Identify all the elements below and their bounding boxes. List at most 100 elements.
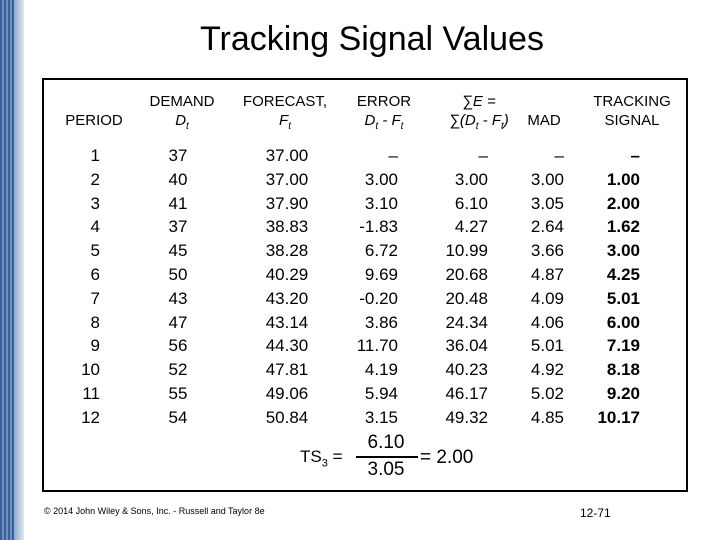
header-demand-label: DEMAND [149,93,215,110]
cell-period: 7 [90,288,100,308]
header-error-symbol: D [364,112,376,129]
cell-mad: 5.02 [530,383,564,403]
formula-result: = 2.00 [420,447,474,468]
cell-demand: 43 [168,288,188,308]
cell-error: 3.00 [364,169,398,189]
header-tracking-signal: TRACKING SIGNAL [574,92,690,130]
cell-forecast: 43.14 [265,312,309,332]
header-error-minus: - F [378,112,401,129]
cell-period: 8 [90,312,100,332]
column-period: 1 2 3 4 5 6 7 8 9 10 11 12 [64,144,100,430]
cell-cum-error: 49.32 [445,407,488,427]
header-error-label: ERROR [356,93,412,110]
cell-cum-error: 46.17 [445,383,488,403]
cell-demand: 56 [168,336,188,356]
cell-demand: 47 [168,312,188,332]
cell-cum-error: 24.34 [445,312,488,332]
tracking-signal-table: PERIOD DEMAND Dt FORECAST, Ft ERROR Dt -… [42,78,688,492]
cell-cum-error: 36.04 [445,336,488,356]
cell-mad: 4.06 [530,312,564,332]
cell-forecast: 37.90 [265,193,309,213]
formula-subscript: 3 [321,457,328,470]
cell-cum-error: 6.10 [454,193,488,213]
column-forecast: 37.00 37.00 37.90 38.83 38.28 40.29 43.20 43.14… [252,144,322,430]
header-forecast: FORECAST, Ft [230,92,340,136]
cell-forecast: 44.30 [265,336,309,356]
column-cumulative-error: – 3.00 6.10 4.27 10.99 20.68 20.48 24.34 36.04 40… [420,144,488,430]
tracking-signal-formula: TS3 = 6.10 3.05 = 2.00 [294,432,494,482]
cell-cum-error: 20.48 [445,288,488,308]
header-error: ERROR Dt - Ft [334,92,434,136]
cell-period: 12 [81,407,100,427]
header-demand-subscript: t [186,121,189,132]
cell-mad: 2.64 [530,217,564,237]
cell-error: -1.83 [359,217,398,237]
cell-period: 3 [90,193,100,213]
header-forecast-symbol: F [279,112,289,129]
cell-mad: – [554,146,564,165]
header-cum-subscript-2: t [501,121,504,132]
cell-cum-error: 3.00 [454,169,488,189]
header-error-subscript-1: t [375,121,379,132]
cell-mad: 4.85 [530,407,564,427]
header-cumulative-error: ∑E = ∑(Dt - Ft) [424,92,534,136]
cell-mad: 3.66 [530,241,564,261]
header-forecast-label: FORECAST, [242,93,328,110]
cell-mad: 4.09 [530,288,564,308]
cell-error: 6.72 [364,241,398,261]
header-period-label: PERIOD [65,112,123,129]
page-number: 12-71 [580,506,611,520]
cell-forecast: 47.81 [265,360,309,380]
formula-ts: TS [300,447,322,466]
cell-error: 3.86 [364,312,398,332]
cell-demand: 54 [168,407,188,427]
cell-mad: 5.01 [530,336,564,356]
cell-mad: 3.00 [530,169,564,189]
cell-forecast: 38.83 [265,217,309,237]
header-error-subscript-2: t [400,121,404,132]
cell-cum-error: 20.68 [445,264,488,284]
formula-label: TS3 = [300,447,343,469]
cell-period: 2 [90,169,100,189]
cell-tracking-signal: 1.62 [606,217,640,237]
cell-forecast: 38.28 [265,241,309,261]
header-mad: MAD [514,111,574,130]
cell-error: – [388,146,398,165]
cell-cum-error: 10.99 [445,241,488,261]
cell-cum-error: 4.27 [454,217,488,237]
cell-period: 11 [82,383,100,403]
cell-mad: 4.92 [530,360,564,380]
cell-error: 9.69 [364,264,398,284]
slide-title: Tracking Signal Values [200,20,544,58]
header-cum-close: ) [503,112,509,129]
header-forecast-subscript: t [288,121,291,132]
cell-period: 1 [90,146,100,165]
column-mad: – 3.00 3.05 2.64 3.66 4.87 4.09 4.06 5.01 4.92 5.0… [514,144,564,430]
cell-error: 4.19 [364,360,398,380]
cell-tracking-signal: 8.18 [606,360,640,380]
cell-mad: 3.05 [530,193,564,213]
cell-tracking-signal: – [630,146,640,165]
cell-period: 6 [90,264,100,284]
cell-error: 3.15 [364,407,398,427]
formula-denominator: 3.05 [367,459,405,480]
cell-tracking-signal: 6.00 [606,312,640,332]
cell-demand: 37 [168,146,188,165]
column-tracking-signal: – 1.00 2.00 1.62 3.00 4.25 5.01 6.00 7.19 8.18 9.2… [584,144,640,430]
header-period: PERIOD [48,111,140,130]
header-demand-symbol: D [175,112,187,129]
header-cum-minus: - F [478,112,502,129]
header-mad-label: MAD [527,112,561,129]
column-demand: 37 40 41 37 45 50 43 47 56 52 55 54 [156,144,200,430]
cell-demand: 52 [168,360,188,380]
header-demand: DEMAND Dt [136,92,228,136]
cell-error: 3.10 [364,193,398,213]
cell-period: 10 [81,360,100,380]
fraction-bar [356,456,418,458]
cell-period: 9 [90,336,100,356]
cell-error: 11.70 [356,336,398,356]
cell-forecast: 50.84 [265,407,309,427]
formula-equals: = [327,447,343,466]
cell-tracking-signal: 4.25 [606,264,640,284]
cell-forecast: 40.29 [265,264,309,284]
